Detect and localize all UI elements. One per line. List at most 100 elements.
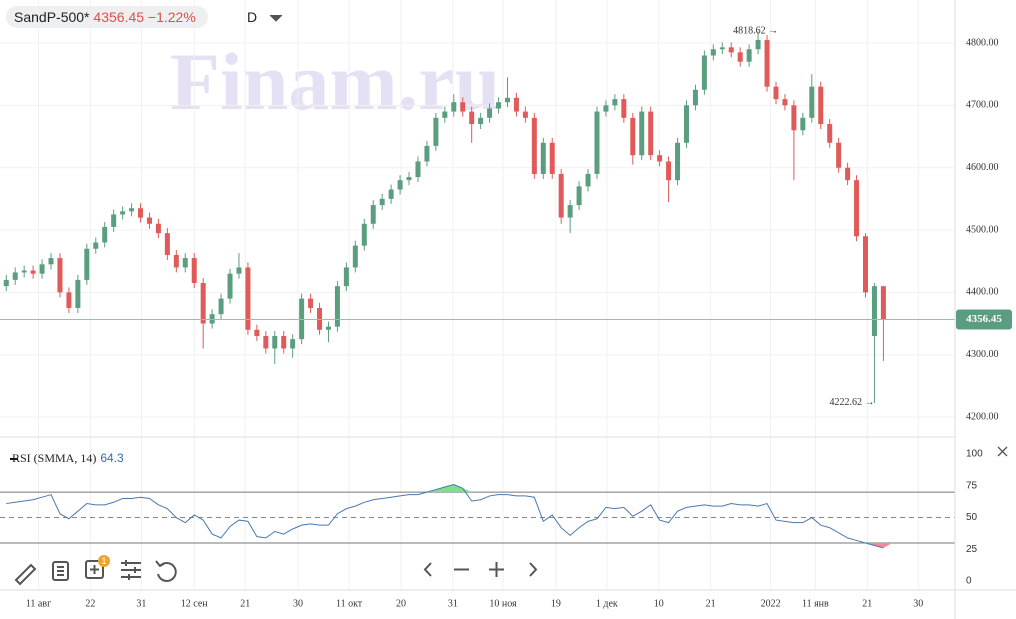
candle-body [84,248,90,280]
settings-tool[interactable] [121,560,141,580]
reset-tool[interactable] [155,560,177,582]
last-price-box [956,309,1012,330]
candle-body [138,208,144,218]
candle-body [675,142,681,181]
candle-body [343,267,349,287]
candle-body [379,198,385,206]
x-tick-label: 10 [654,598,664,609]
candle-body [173,254,179,268]
candle-body [648,111,654,156]
candle-body [701,55,707,90]
candle-body [415,161,421,178]
y-tick-label: 4300.00 [966,349,999,360]
candle-body [111,214,117,227]
candle-body [827,124,833,143]
candle-body [773,86,779,100]
candle-body [245,267,251,330]
rsi-tick-label: 100 [966,449,983,460]
candle-body [281,336,287,349]
candle-body [209,314,215,324]
x-tick-label: 20 [396,598,406,609]
candle-body [496,102,502,109]
y-tick-label: 4200.00 [966,411,999,422]
interval-dropdown[interactable] [269,14,283,22]
extreme-label: 4818.62 → [733,26,778,37]
candle-body [272,336,278,349]
rsi-title: RSI (SMMA, 14) [12,451,97,465]
rsi-current: 64.3 [100,451,124,465]
close-icon[interactable] [997,446,1008,457]
indicators-tool[interactable] [85,560,104,579]
candle-body [57,258,63,293]
candle-body [737,52,743,62]
symbol-header[interactable]: SandP-500* 4356.45 −1.22% [6,6,208,28]
candle-body [3,279,9,287]
candle-body [719,47,725,50]
candle-body [290,339,296,349]
x-tick-label: 31 [448,598,458,609]
candle-body [236,267,242,274]
rsi-header: RSI (SMMA, 14) 64.3 [12,451,124,466]
candle-body [75,279,81,308]
x-tick-label: 30 [913,598,923,609]
oversold-fill [865,542,893,549]
candle-body [200,283,206,324]
candle-body [334,286,340,327]
interval[interactable]: D [247,9,258,25]
x-tick-label: 11 янв [802,598,829,609]
scroll-right[interactable] [529,562,538,577]
candle-body [791,105,797,131]
last-price-label: 4356.45 [966,313,1002,325]
candle-body [460,102,466,112]
x-tick-label: 11 окт [336,598,363,609]
candle-body [513,97,519,112]
candle-body [531,117,537,174]
extreme-label: 4222.62 → [829,397,874,408]
candle-body [764,39,770,87]
candle-body [317,307,323,330]
candle-body [683,105,689,143]
badge [98,555,110,567]
candle-body [370,205,376,224]
price: 4356.45 [93,9,145,25]
scroll-left[interactable] [423,562,432,577]
x-tick-label: 21 [240,598,250,609]
x-tick-label: 1 дек [596,598,618,609]
candle-body [120,211,126,215]
x-tick-label: 2022 [761,598,781,609]
candle-body [845,167,851,181]
candle-body [451,102,457,112]
candle-body [871,286,877,337]
candle-body [639,111,645,156]
candle-body [424,145,430,162]
zoom-in[interactable] [489,562,504,577]
candle-body [397,180,403,190]
candle-body [12,272,18,280]
candle-body [352,245,358,268]
x-tick-label: 21 [862,598,872,609]
candle-body [594,111,600,174]
list-tool[interactable] [52,561,69,581]
x-tick-label: 22 [85,598,95,609]
overbought-fill [426,484,472,493]
x-tick-label: 19 [551,598,561,609]
candle-body [782,99,788,106]
draw-tool[interactable] [14,563,37,586]
candle-body [406,177,412,181]
candle-body [164,233,170,255]
candle-body [710,49,716,56]
candle-body [478,117,484,125]
x-tick-label: 12 сен [181,598,208,609]
candle-body [558,173,564,218]
candle-body [361,223,367,246]
candle-body [146,217,152,224]
candle-body [93,242,99,249]
change: −1.22% [147,9,196,25]
x-tick-label: 11 авг [26,598,51,609]
x-tick-label: 21 [706,598,716,609]
candle-body [630,117,636,156]
candle-body [308,298,314,308]
candle-body [746,49,752,62]
